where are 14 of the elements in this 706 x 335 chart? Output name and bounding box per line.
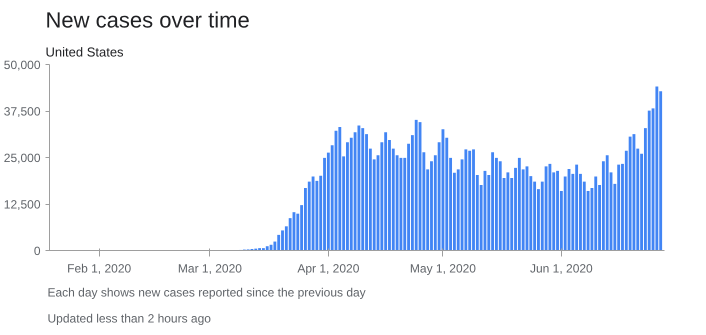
text: Each day shows new cases reported since the previous day (48, 286, 366, 300)
y-tick-label: 50,000 (4, 58, 41, 72)
chart-subtitle: United States (46, 44, 124, 60)
y-tick-label: 12,500 (4, 198, 41, 212)
y-tick-label: 37,500 (4, 104, 41, 118)
x-tick-label: Mar 1, 2020 (178, 262, 242, 276)
y-tick-label: 25,000 (4, 151, 41, 165)
x-tick-label: Apr 1, 2020 (297, 262, 360, 276)
y-tick-label: 0 (34, 244, 41, 258)
x-tick-label: Jun 1, 2020 (530, 262, 594, 276)
text: Updated less than 2 hours ago (48, 312, 212, 326)
x-tick-label: May 1, 2020 (410, 262, 476, 276)
x-tick-label: Feb 1, 2020 (67, 262, 132, 276)
chart-title: New cases over time (46, 8, 250, 32)
